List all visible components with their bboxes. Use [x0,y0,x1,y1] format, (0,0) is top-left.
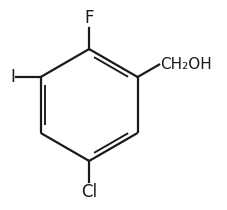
Text: I: I [10,68,15,86]
Text: CH₂OH: CH₂OH [159,57,211,72]
Text: F: F [84,9,94,27]
Text: Cl: Cl [81,183,97,201]
